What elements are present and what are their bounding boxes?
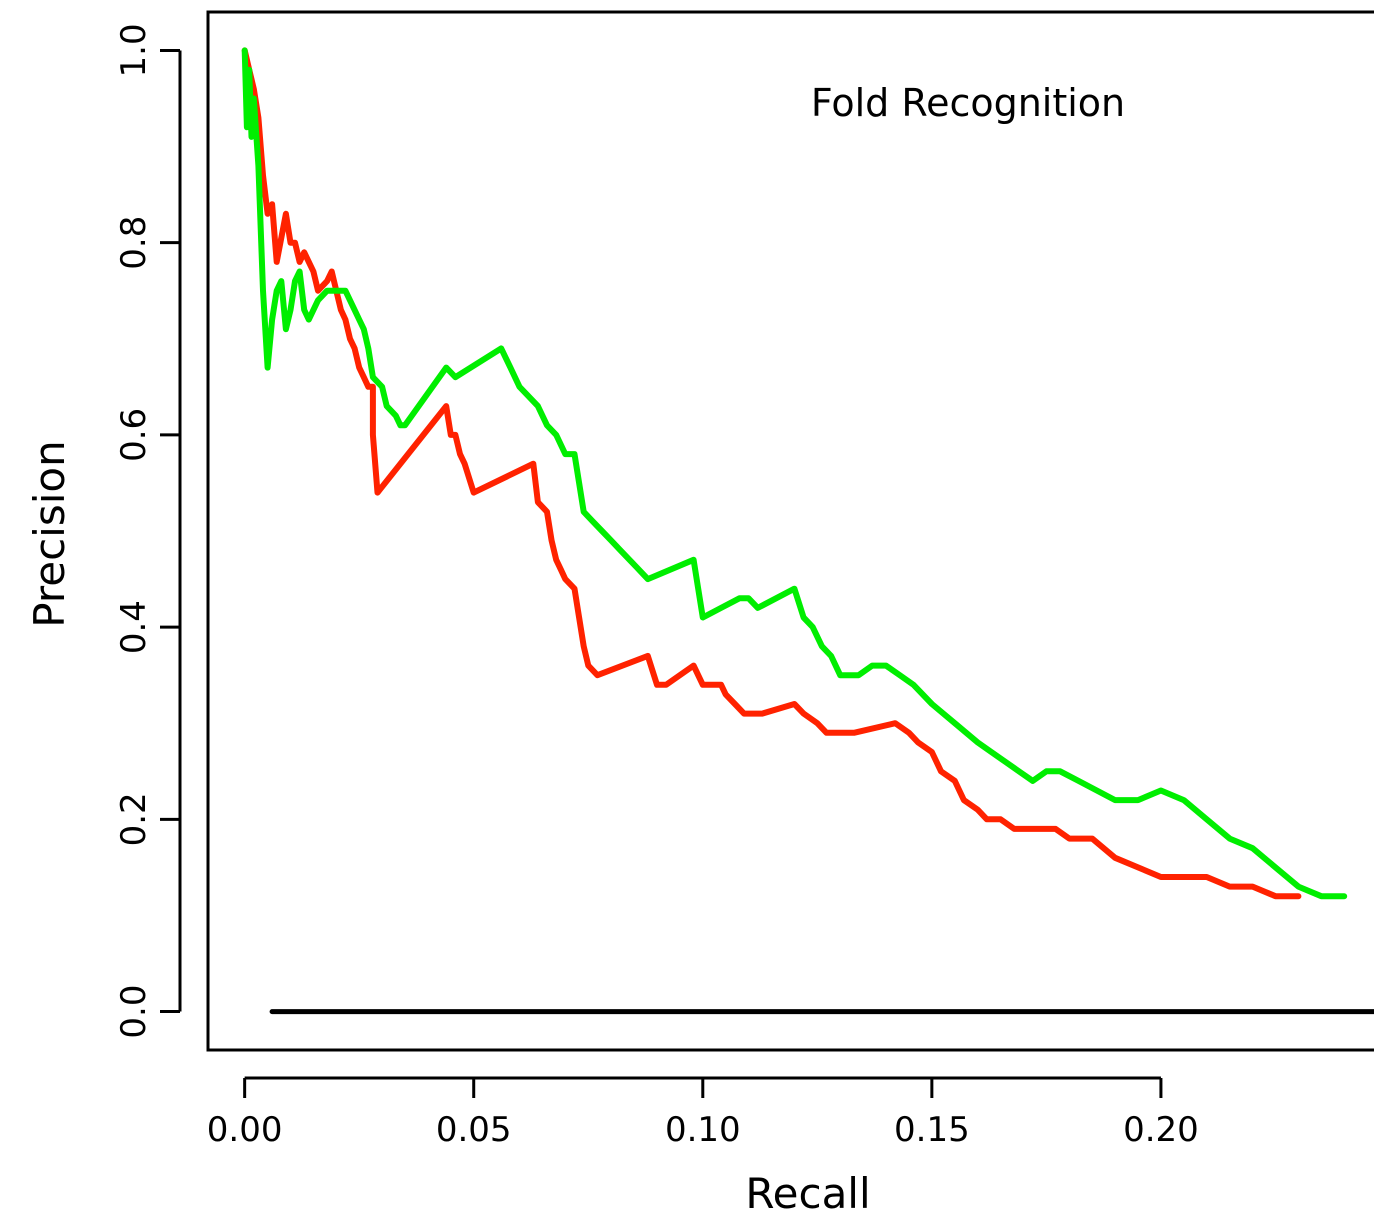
y-tick-label: 0.4 — [114, 600, 154, 654]
plot-frame — [206, 10, 1374, 1052]
y-axis: 0.0 0.2 0.4 0.6 0.8 1.0 — [114, 23, 182, 1039]
y-axis-title: Precision — [25, 440, 74, 627]
series-layer — [241, 47, 1374, 1015]
y-tick-label: 0.2 — [114, 792, 154, 846]
x-tick-label: 0.20 — [1123, 1110, 1199, 1150]
chart-annotation: Fold Recognition — [811, 81, 1125, 125]
x-axis-title: Recall — [745, 1169, 870, 1218]
y-tick-label: 1.0 — [114, 23, 154, 77]
series-line-1 — [241, 47, 1302, 900]
y-tick-label: 0.0 — [114, 985, 154, 1039]
x-tick-label: 0.05 — [436, 1110, 512, 1150]
x-tick-label: 0.00 — [207, 1110, 283, 1150]
x-tick-label: 0.15 — [894, 1110, 970, 1150]
y-tick-label: 0.6 — [114, 408, 154, 462]
y-tick-label: 0.8 — [114, 216, 154, 270]
series-line-2 — [241, 47, 1348, 900]
x-axis: 0.00 0.05 0.10 0.15 0.20 — [207, 1076, 1199, 1150]
x-tick-label: 0.10 — [665, 1110, 741, 1150]
